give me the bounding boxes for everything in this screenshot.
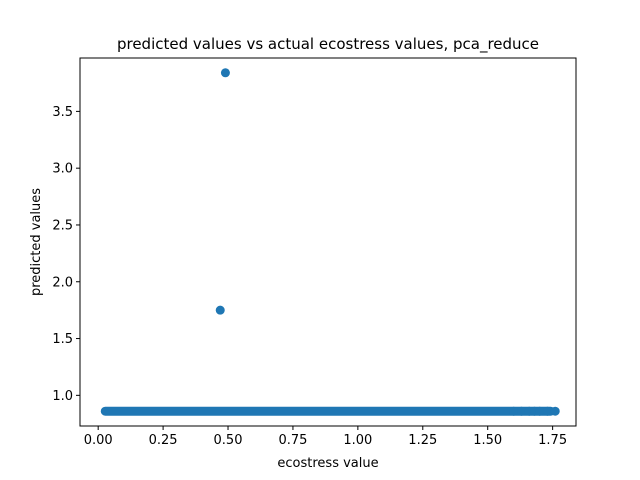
x-tick-label: 1.50: [473, 433, 502, 448]
y-axis: 1.0 1.5 2.0 2.5 3.0 3.5: [52, 105, 80, 404]
x-tick-label: 1.00: [343, 433, 372, 448]
x-tick-label: 0.75: [278, 433, 307, 448]
axes-frame: [79, 57, 577, 427]
x-axis-title: ecostress value: [277, 456, 378, 471]
data-point-outlier: [220, 68, 230, 78]
y-tick-label: 3.5: [52, 105, 73, 120]
data-point: [542, 406, 552, 416]
data-points: [100, 68, 560, 416]
x-tick-label: 0.00: [84, 433, 113, 448]
x-axis: 0.00 0.25 0.50 0.75 1.00 1.25 1.50 1.75: [84, 426, 567, 448]
data-point: [509, 406, 519, 416]
dense-point-band: [100, 406, 556, 416]
data-point: [535, 406, 545, 416]
data-point-outlier: [215, 305, 225, 315]
data-point: [550, 406, 560, 416]
x-tick-label: 1.25: [408, 433, 437, 448]
y-tick-label: 1.5: [52, 332, 73, 347]
x-tick-label: 1.75: [538, 433, 567, 448]
x-tick-label: 0.25: [149, 433, 178, 448]
y-tick-label: 2.0: [52, 275, 73, 290]
x-tick-label: 0.50: [214, 433, 243, 448]
y-tick-label: 1.0: [52, 389, 73, 404]
plot-area: [79, 57, 577, 427]
data-point: [516, 406, 526, 416]
y-tick-label: 2.5: [52, 218, 73, 233]
y-axis-title: predicted values: [29, 188, 44, 296]
y-tick-label: 3.0: [52, 162, 73, 177]
chart-title: predicted values vs actual ecostress val…: [117, 35, 539, 54]
